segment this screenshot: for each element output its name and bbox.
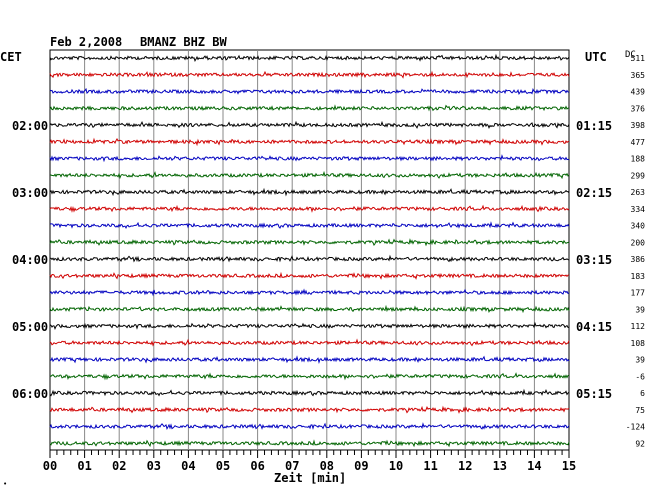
right-hour-label: 03:15 — [576, 253, 612, 267]
dc-offset-label: 183 — [631, 272, 646, 281]
x-tick-label: 00 — [43, 459, 57, 473]
dc-offset-label: 6 — [640, 389, 645, 398]
trace-line — [49, 271, 570, 280]
x-tick-label: 06 — [250, 459, 264, 473]
trace-line — [49, 338, 570, 347]
plot-frame — [49, 49, 570, 451]
dc-offset-label: 439 — [631, 88, 646, 97]
x-tick-label: 05 — [216, 459, 230, 473]
x-tick-label: 15 — [562, 459, 576, 473]
dc-offset-label: 75 — [635, 406, 645, 415]
x-axis-title: Zeit [min] — [274, 471, 346, 485]
dc-offset-label: 340 — [631, 222, 646, 231]
left-hour-label: 03:00 — [12, 186, 48, 200]
dc-offset-label: 334 — [631, 205, 646, 214]
trace-line — [49, 87, 570, 95]
left-hour-label: 04:00 — [12, 253, 48, 267]
x-tick-label: 03 — [147, 459, 161, 473]
dc-offset-label: -124 — [626, 423, 645, 432]
dc-offset-label: 386 — [631, 255, 646, 264]
dc-header-label: DC — [625, 50, 636, 60]
dc-offset-label: 398 — [631, 121, 646, 130]
right-hour-label: 02:15 — [576, 186, 612, 200]
dc-offset-label: 511 — [631, 54, 646, 63]
trace-line — [49, 187, 570, 197]
dc-offset-label: 263 — [631, 188, 646, 197]
trace-line — [49, 321, 570, 330]
x-tick-label: 07 — [285, 459, 299, 473]
trace-line — [49, 304, 570, 314]
x-tick-label: 12 — [458, 459, 472, 473]
x-tick-label: 10 — [389, 459, 403, 473]
dc-offset-label: 177 — [631, 289, 646, 298]
x-axis: 00 01 02 03 04 05 06 07 08 09 10 11 12 13 14 15 — [43, 450, 576, 473]
dc-offset-label: 108 — [631, 339, 646, 348]
trace-line — [49, 53, 570, 62]
trace-line — [49, 120, 570, 129]
x-tick-label: 01 — [77, 459, 91, 473]
right-hour-label: 05:15 — [576, 387, 612, 401]
dc-offset-label: 39 — [635, 305, 645, 314]
left-hour-labels: 02:00 03:00 04:00 05:00 06:00 — [12, 119, 48, 401]
trace-line — [49, 288, 570, 297]
dc-offset-label: 188 — [631, 155, 646, 164]
trace-line — [49, 422, 570, 431]
time-grid — [84, 50, 535, 450]
dc-offset-label: 365 — [631, 71, 646, 80]
trace-line — [49, 355, 570, 364]
left-hour-label: 06:00 — [12, 387, 48, 401]
trace-line — [49, 405, 570, 414]
trace-line — [49, 70, 570, 79]
dc-offset-label: 200 — [631, 238, 646, 247]
trace-line — [49, 254, 570, 263]
x-tick-label: 14 — [527, 459, 541, 473]
right-hour-labels: 01:15 02:15 03:15 04:15 05:15 — [576, 119, 612, 401]
dc-offset-label: 92 — [635, 439, 645, 448]
right-timezone-label: UTC — [585, 50, 607, 64]
station-label: BMANZ BHZ BW — [140, 35, 227, 49]
dc-offset-label: 112 — [631, 322, 646, 331]
x-tick-label: 08 — [320, 459, 334, 473]
x-tick-label: 02 — [112, 459, 126, 473]
left-hour-label: 02:00 — [12, 119, 48, 133]
dc-offset-labels: 511 365 439 376 398 477 188 299 263 334 340 200 386 1… — [626, 54, 645, 448]
corner-mark: • — [3, 480, 7, 488]
dc-offset-label: -6 — [635, 372, 645, 381]
trace-line — [49, 104, 570, 112]
trace-line — [49, 439, 570, 448]
left-timezone-label: CET — [0, 50, 22, 64]
x-tick-label: 09 — [354, 459, 368, 473]
trace-line — [49, 221, 570, 230]
trace-line — [49, 238, 570, 247]
trace-line — [49, 204, 570, 213]
x-tick-label: 04 — [181, 459, 195, 473]
trace-line — [49, 154, 570, 163]
trace-line — [49, 170, 570, 180]
dc-offset-label: 39 — [635, 356, 645, 365]
dc-offset-label: 299 — [631, 171, 646, 180]
trace-line — [49, 388, 570, 397]
trace-group — [49, 53, 570, 448]
trace-line — [49, 372, 570, 381]
date-label: Feb 2,2008 — [50, 35, 122, 49]
right-hour-label: 01:15 — [576, 119, 612, 133]
right-hour-label: 04:15 — [576, 320, 612, 334]
dc-offset-label: 477 — [631, 138, 646, 147]
left-hour-label: 05:00 — [12, 320, 48, 334]
dc-offset-label: 376 — [631, 104, 646, 113]
trace-line — [49, 137, 570, 147]
x-tick-label: 11 — [423, 459, 437, 473]
x-tick-label: 13 — [493, 459, 507, 473]
